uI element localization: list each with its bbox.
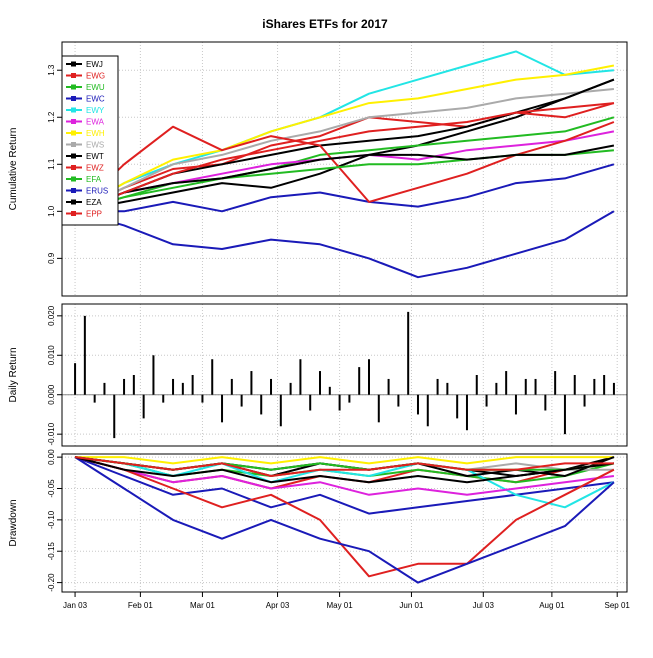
y-tick-label: -0.05 xyxy=(47,479,56,498)
legend-marker-ewg xyxy=(71,73,76,78)
legend-marker-efa xyxy=(71,176,76,182)
y-tick-label: 1.0 xyxy=(47,205,56,217)
legend-label-ewz: EWZ xyxy=(86,164,104,173)
legend-label-ewu: EWU xyxy=(86,83,105,92)
legend-label-ewg: EWG xyxy=(86,72,105,81)
legend-marker-ewy xyxy=(71,107,76,113)
y-tick-label: -0.15 xyxy=(47,542,56,561)
series-line-ewz xyxy=(74,121,615,213)
y-tick-label: 1.3 xyxy=(47,64,56,76)
legend: EWJ EWG EWU EWC EWY EWA EWH EWS EWT EWZ EFA ERUS EZA… xyxy=(61,55,119,226)
y-tick-label: 1.2 xyxy=(47,111,56,123)
legend-label-erus: ERUS xyxy=(86,187,108,196)
legend-label-ewc: EWC xyxy=(86,95,105,104)
x-tick-label: Mar 01 xyxy=(190,601,215,610)
y-tick-label: -0.20 xyxy=(47,573,56,592)
legend-label-ews: EWS xyxy=(86,141,104,150)
legend-marker-ewh xyxy=(71,130,76,136)
legend-marker-ewc xyxy=(71,96,76,101)
series-line-eza xyxy=(74,456,615,484)
series-line-erus xyxy=(74,456,615,584)
y-tick-label: 0.000 xyxy=(47,384,56,405)
x-tick-label: Sep 01 xyxy=(605,601,631,610)
legend-label-efa: EFA xyxy=(86,175,102,184)
x-tick-label: Apr 03 xyxy=(266,601,290,610)
series-line-ewy xyxy=(74,456,615,509)
legend-label-eza: EZA xyxy=(86,198,102,207)
series-line-epp xyxy=(74,102,614,213)
data-layer xyxy=(62,50,627,584)
panel-frame xyxy=(61,453,628,593)
series-line-ewh xyxy=(74,64,615,213)
y-axis-label: Cumulative Return xyxy=(8,128,19,211)
legend-label-ewj: EWJ xyxy=(86,60,103,69)
y-axis-label: Drawdown xyxy=(8,499,19,546)
x-tick-label: Aug 01 xyxy=(539,601,565,610)
legend-label-ewy: EWY xyxy=(86,106,105,115)
legend-marker-eza xyxy=(71,199,76,205)
y-axis-label: Daily Return xyxy=(8,347,19,402)
series-line-ewc xyxy=(74,456,615,515)
legend-label-ewa: EWA xyxy=(86,118,105,127)
x-tick-label: Feb 01 xyxy=(128,601,153,610)
legend-marker-ewt xyxy=(71,153,76,159)
legend-label-ewh: EWH xyxy=(86,129,105,138)
x-tick-label: Jan 03 xyxy=(63,601,88,610)
x-tick-label: Jun 01 xyxy=(399,601,424,610)
series-line-ewg xyxy=(74,102,615,213)
legend-marker-ewa xyxy=(71,119,76,124)
y-tick-label: -0.10 xyxy=(47,510,56,529)
legend-marker-erus xyxy=(71,188,76,193)
axes-layer: 0.9 1.0 1.1 1.2 1.3 Cumulative Return -0.010 0.… xyxy=(8,41,631,610)
legend-marker-ews xyxy=(71,142,76,147)
legend-marker-ewj xyxy=(71,61,76,67)
panel-frame xyxy=(61,303,628,447)
legend-box xyxy=(61,55,119,226)
legend-label-ewt: EWT xyxy=(86,152,104,161)
legend-label-epp: EPP xyxy=(86,210,102,219)
series-line-ewc xyxy=(75,163,615,213)
series-line-eza xyxy=(74,144,615,213)
y-tick-label: 0.010 xyxy=(47,345,56,366)
x-tick-label: May 01 xyxy=(326,601,353,610)
y-tick-label: 0.9 xyxy=(47,252,56,264)
y-tick-label: -0.010 xyxy=(47,422,56,445)
y-tick-label: 1.1 xyxy=(47,158,56,170)
series-line-epp xyxy=(74,456,614,477)
series-line-erus xyxy=(74,210,615,279)
legend-marker-epp xyxy=(71,211,76,216)
series-line-ews xyxy=(74,88,614,213)
y-tick-label: 0.00 xyxy=(47,449,56,465)
chart-title: iShares ETFs for 2017 xyxy=(262,17,388,31)
legend-marker-ewz xyxy=(71,165,76,170)
legend-marker-ewu xyxy=(71,84,76,90)
y-tick-label: 0.020 xyxy=(47,305,56,326)
x-tick-label: Jul 03 xyxy=(473,601,495,610)
series-line-ewh xyxy=(75,456,614,465)
series-line-ewz xyxy=(74,456,615,578)
series-line-ewa xyxy=(74,456,615,496)
